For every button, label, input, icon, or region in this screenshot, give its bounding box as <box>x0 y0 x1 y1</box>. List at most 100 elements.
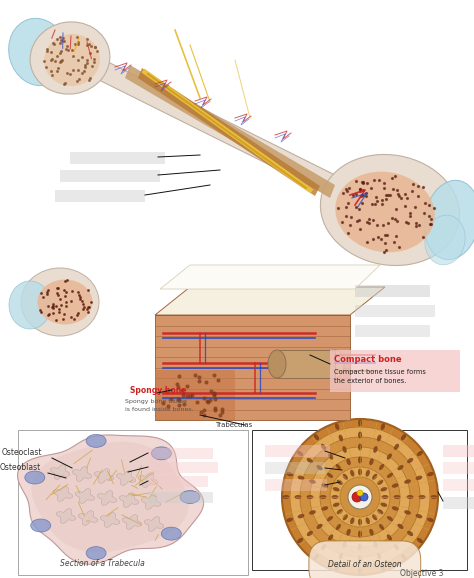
Ellipse shape <box>30 22 110 94</box>
Text: Compact bone tissue forms: Compact bone tissue forms <box>334 369 426 375</box>
FancyBboxPatch shape <box>148 476 208 487</box>
Ellipse shape <box>416 514 422 518</box>
Circle shape <box>282 419 438 575</box>
Ellipse shape <box>379 464 384 470</box>
Ellipse shape <box>321 483 328 488</box>
Ellipse shape <box>397 465 403 470</box>
Ellipse shape <box>404 479 411 484</box>
Text: Osteoblast: Osteoblast <box>0 463 41 472</box>
Ellipse shape <box>343 474 348 480</box>
Ellipse shape <box>377 480 383 485</box>
Polygon shape <box>75 488 95 503</box>
Ellipse shape <box>369 529 374 536</box>
Polygon shape <box>160 265 380 289</box>
Ellipse shape <box>416 476 422 480</box>
Ellipse shape <box>394 544 399 550</box>
Ellipse shape <box>317 524 323 529</box>
FancyBboxPatch shape <box>443 497 474 509</box>
Polygon shape <box>50 465 70 479</box>
Ellipse shape <box>430 495 438 499</box>
Ellipse shape <box>314 434 319 440</box>
Ellipse shape <box>268 350 286 378</box>
Ellipse shape <box>350 517 355 524</box>
Polygon shape <box>116 470 136 486</box>
Polygon shape <box>155 315 350 420</box>
Ellipse shape <box>387 535 392 540</box>
FancyBboxPatch shape <box>70 152 165 164</box>
Polygon shape <box>141 495 161 509</box>
Ellipse shape <box>372 514 377 520</box>
Ellipse shape <box>427 472 434 476</box>
Ellipse shape <box>286 518 293 522</box>
Ellipse shape <box>319 495 327 499</box>
Ellipse shape <box>309 510 316 514</box>
Ellipse shape <box>307 531 313 536</box>
Ellipse shape <box>180 491 200 503</box>
Ellipse shape <box>417 451 423 456</box>
Polygon shape <box>125 65 335 198</box>
Ellipse shape <box>317 465 323 470</box>
Polygon shape <box>144 517 164 531</box>
FancyBboxPatch shape <box>148 462 218 473</box>
Ellipse shape <box>358 555 362 562</box>
Ellipse shape <box>417 538 423 543</box>
Ellipse shape <box>407 495 413 499</box>
Ellipse shape <box>358 518 362 525</box>
Ellipse shape <box>286 472 293 476</box>
Ellipse shape <box>392 483 399 488</box>
FancyBboxPatch shape <box>265 462 325 474</box>
Ellipse shape <box>298 514 304 518</box>
Ellipse shape <box>294 495 301 499</box>
Polygon shape <box>18 435 204 564</box>
Ellipse shape <box>373 446 378 453</box>
FancyBboxPatch shape <box>148 492 213 503</box>
Ellipse shape <box>346 529 351 536</box>
Ellipse shape <box>9 281 51 329</box>
Ellipse shape <box>333 487 339 491</box>
Ellipse shape <box>379 524 384 530</box>
Ellipse shape <box>387 454 392 460</box>
FancyBboxPatch shape <box>443 445 474 457</box>
Ellipse shape <box>21 268 99 336</box>
Ellipse shape <box>377 553 382 560</box>
Ellipse shape <box>401 434 406 440</box>
Circle shape <box>330 467 390 527</box>
Ellipse shape <box>358 443 362 450</box>
Polygon shape <box>138 68 320 196</box>
Ellipse shape <box>321 506 328 510</box>
Ellipse shape <box>25 471 45 484</box>
Text: Spongy bone: Spongy bone <box>130 386 186 395</box>
Text: Objective 3: Objective 3 <box>400 569 444 578</box>
Ellipse shape <box>328 535 333 540</box>
Ellipse shape <box>397 524 403 529</box>
Ellipse shape <box>392 506 399 510</box>
Ellipse shape <box>427 518 434 522</box>
FancyBboxPatch shape <box>265 479 327 491</box>
FancyBboxPatch shape <box>330 350 460 392</box>
Polygon shape <box>56 509 76 523</box>
Ellipse shape <box>342 446 347 453</box>
Ellipse shape <box>336 524 341 530</box>
Ellipse shape <box>151 447 172 460</box>
Ellipse shape <box>377 435 382 442</box>
Ellipse shape <box>31 519 51 532</box>
Text: Compact bone: Compact bone <box>334 355 401 364</box>
Ellipse shape <box>297 538 303 543</box>
Ellipse shape <box>369 458 374 465</box>
Ellipse shape <box>358 420 362 427</box>
Circle shape <box>348 485 372 509</box>
Ellipse shape <box>377 509 383 514</box>
Ellipse shape <box>343 514 348 520</box>
Ellipse shape <box>321 544 326 550</box>
FancyBboxPatch shape <box>60 170 160 182</box>
Circle shape <box>357 490 363 496</box>
Ellipse shape <box>44 34 100 86</box>
Ellipse shape <box>307 458 313 463</box>
Ellipse shape <box>372 474 377 480</box>
Text: the exterior of bones.: the exterior of bones. <box>334 378 406 384</box>
Ellipse shape <box>86 434 106 447</box>
Ellipse shape <box>333 502 339 507</box>
FancyBboxPatch shape <box>443 479 474 491</box>
FancyBboxPatch shape <box>355 325 430 337</box>
Ellipse shape <box>335 564 339 570</box>
